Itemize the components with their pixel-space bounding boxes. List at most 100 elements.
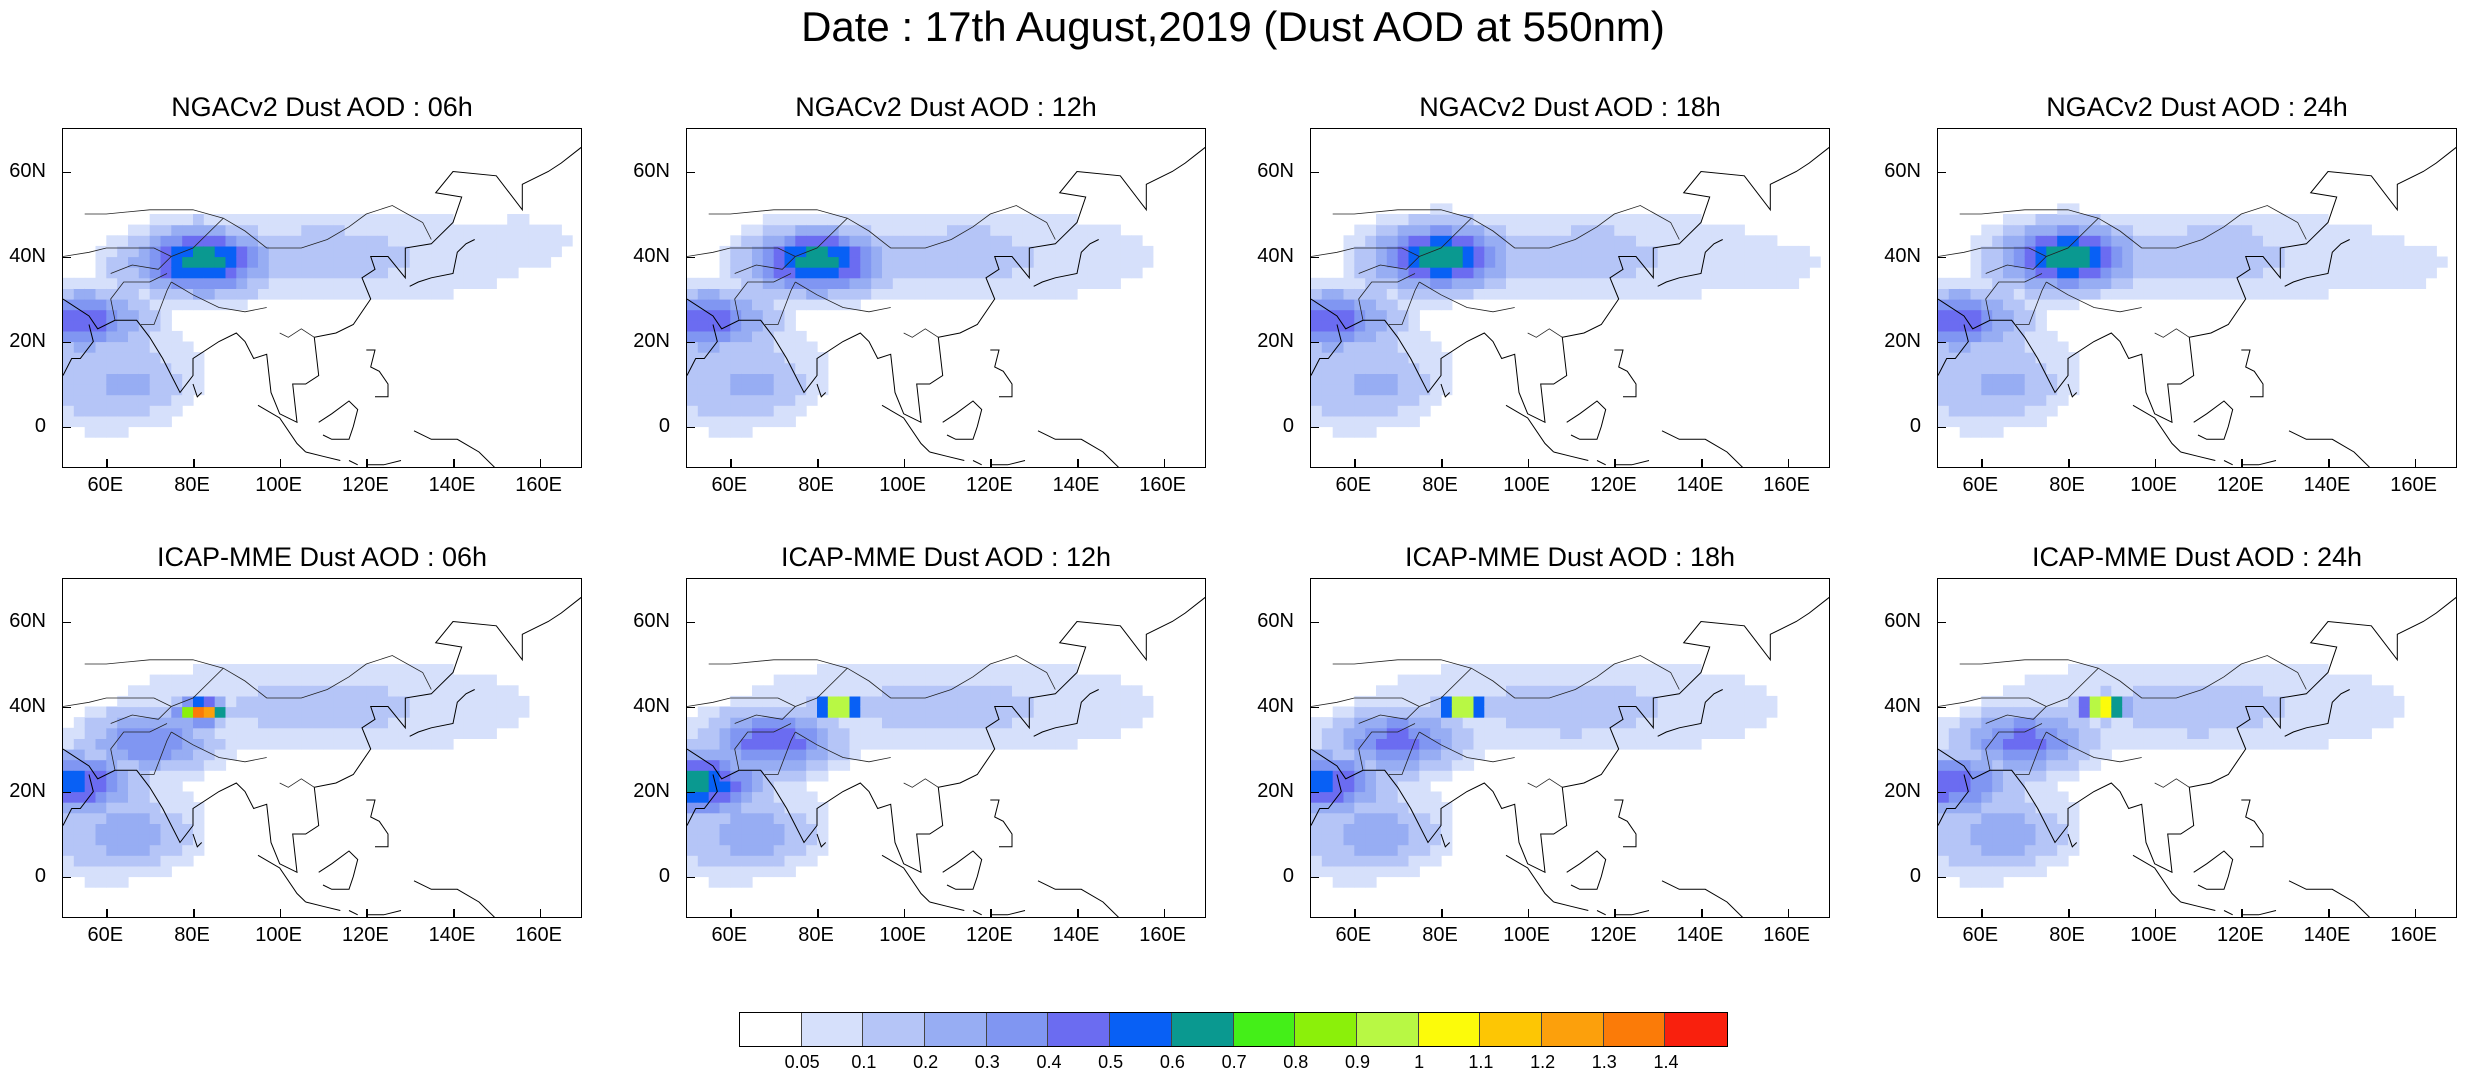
aod-cell xyxy=(73,802,86,814)
aod-cell xyxy=(752,362,764,374)
aod-cell xyxy=(1614,695,1626,708)
aod-cell xyxy=(1419,855,1431,867)
aod-cell xyxy=(463,706,476,718)
aod-cell xyxy=(268,214,281,226)
aod-cell xyxy=(1959,855,1972,867)
aod-cell xyxy=(258,214,270,226)
aod-cell xyxy=(752,384,764,396)
aod-cell xyxy=(2263,288,2275,300)
aod-cell xyxy=(2284,717,2297,729)
aod-cell xyxy=(2024,812,2037,824)
aod-cell xyxy=(1614,245,1626,258)
aod-cell xyxy=(2317,685,2329,697)
aod-cell xyxy=(485,235,497,247)
aod-cell xyxy=(84,876,97,888)
coastline xyxy=(881,854,931,903)
aod-cell xyxy=(95,394,107,406)
aod-cell xyxy=(2035,780,2047,793)
aod-cell xyxy=(149,277,162,289)
aod-cell xyxy=(2024,352,2037,364)
colorbar-box xyxy=(1418,1013,1481,1046)
aod-cell xyxy=(398,706,411,718)
aod-cell xyxy=(2317,288,2329,300)
aod-cell xyxy=(2273,674,2286,686)
x-tick-label: 140E xyxy=(2303,474,2351,496)
aod-cell xyxy=(762,352,775,364)
aod-cell xyxy=(106,235,118,247)
aod-cell xyxy=(1365,865,1377,878)
aod-cell xyxy=(2273,245,2286,258)
aod-cell xyxy=(431,674,443,686)
aod-cell xyxy=(1636,256,1648,268)
aod-cell xyxy=(2078,256,2091,268)
x-tick-mark xyxy=(817,909,819,917)
aod-cell xyxy=(95,256,107,268)
aod-cell xyxy=(355,738,367,750)
aod-cell xyxy=(431,277,443,289)
aod-cell xyxy=(1755,245,1767,258)
colorbar-label: 0.3 xyxy=(974,1052,1000,1072)
y-tick-mark xyxy=(1311,341,1319,343)
aod-cell xyxy=(697,727,710,739)
aod-cell xyxy=(914,664,926,676)
aod-cell xyxy=(773,373,786,385)
aod-cell xyxy=(1321,394,1334,406)
aod-cell xyxy=(333,685,346,697)
aod-cell xyxy=(2154,695,2167,708)
aod-cell xyxy=(1376,706,1388,718)
aod-cell xyxy=(2338,224,2351,236)
aod-cell xyxy=(2317,267,2329,279)
x-tick-label: 80E xyxy=(1422,924,1458,946)
aod-cell xyxy=(2284,245,2297,258)
aod-cell xyxy=(795,256,807,268)
aod-cell xyxy=(1970,352,1982,364)
aod-cell xyxy=(2371,267,2383,279)
aod-cell xyxy=(2003,415,2015,428)
aod-cell xyxy=(2003,256,2015,268)
aod-cell xyxy=(63,759,75,771)
aod-cell xyxy=(1701,727,1713,739)
aod-cell xyxy=(1098,674,1111,686)
aod-heatmap xyxy=(1938,146,2456,467)
aod-cell xyxy=(1992,770,2004,782)
aod-cell xyxy=(697,844,710,856)
coastline xyxy=(1614,910,1650,916)
aod-cell xyxy=(106,309,118,321)
aod-cell xyxy=(2187,245,2199,258)
aod-cell xyxy=(1959,823,1972,835)
aod-cell xyxy=(290,267,302,279)
aod-cell xyxy=(1055,717,1067,729)
aod-cell xyxy=(806,674,818,686)
aod-cell xyxy=(1549,685,1561,697)
aod-cell xyxy=(2046,235,2058,247)
aod-cell xyxy=(171,362,183,374)
aod-cell xyxy=(171,759,183,771)
aod-cell xyxy=(795,855,807,867)
y-tick-label: 40N xyxy=(1257,694,1294,717)
aod-cell xyxy=(1087,717,1100,729)
aod-cell xyxy=(117,394,129,406)
aod-cell xyxy=(1646,256,1659,268)
colorbar-label: 0.9 xyxy=(1344,1052,1371,1072)
aod-cell xyxy=(2306,277,2318,289)
aod-cell xyxy=(806,267,818,279)
aod-cell xyxy=(2003,791,2015,803)
x-tick-label: 100E xyxy=(2130,474,2178,496)
aod-cell xyxy=(2068,267,2080,279)
aod-cell xyxy=(1473,256,1485,268)
aod-cell xyxy=(1484,277,1496,289)
aod-cell xyxy=(1646,267,1659,279)
aod-cell xyxy=(2122,277,2134,289)
aod-cell xyxy=(1755,267,1767,279)
aod-cell xyxy=(1441,664,1453,676)
aod-cell xyxy=(2111,695,2123,708)
aod-cell xyxy=(1066,214,1078,226)
aod-cell xyxy=(128,405,140,417)
aod-cell xyxy=(860,277,872,289)
aod-cell xyxy=(2035,309,2047,321)
aod-cell xyxy=(138,235,151,247)
aod-cell xyxy=(496,706,508,718)
aod-cell xyxy=(474,674,487,686)
aod-cell xyxy=(1592,267,1605,279)
aod-cell xyxy=(2013,802,2026,814)
